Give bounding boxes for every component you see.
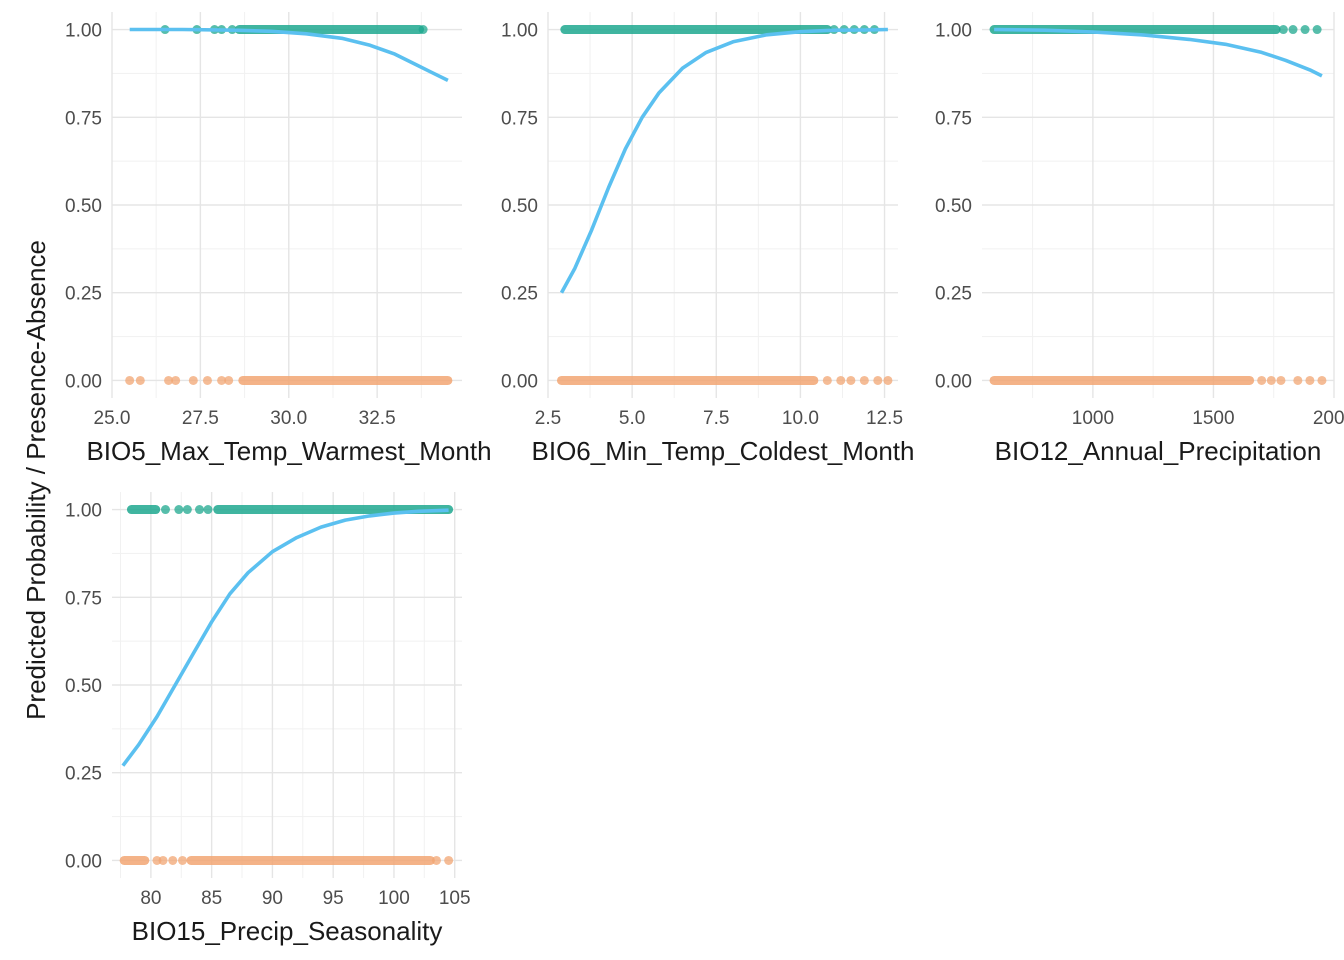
data-point <box>125 375 135 385</box>
y-tick-label: 0.25 <box>65 764 102 785</box>
x-tick-label: 80 <box>140 888 161 909</box>
x-tick-label: 105 <box>439 888 471 909</box>
data-point <box>182 505 192 515</box>
data-point <box>217 375 227 385</box>
y-tick-label: 0.50 <box>935 196 972 217</box>
data-point <box>846 375 856 385</box>
x-tick-label: 32.5 <box>359 408 396 429</box>
data-point <box>444 855 454 865</box>
major-gridlines <box>112 492 462 878</box>
x-tick-label: 90 <box>262 888 283 909</box>
x-tick-label: 27.5 <box>182 408 219 429</box>
x-tick-label: 5.0 <box>619 408 645 429</box>
data-point <box>1300 25 1310 35</box>
fitted-curve <box>994 27 1323 78</box>
x-tick-label: 10.0 <box>782 408 819 429</box>
major-gridlines <box>982 12 1335 398</box>
data-point <box>224 375 234 385</box>
data-point <box>168 855 178 865</box>
presence-points <box>126 505 454 515</box>
x-tick-label: 95 <box>323 888 344 909</box>
y-tick-label: 0.25 <box>65 284 102 305</box>
data-point <box>1317 375 1327 385</box>
data-point <box>859 375 869 385</box>
y-tick-label: 0.00 <box>65 851 102 872</box>
x-tick-label: 100 <box>378 888 410 909</box>
data-point <box>1257 375 1267 385</box>
data-point <box>188 375 198 385</box>
data-point <box>135 375 145 385</box>
y-tick-label: 0.50 <box>65 676 102 697</box>
data-point <box>195 505 204 515</box>
data-point <box>822 375 832 385</box>
data-point <box>836 375 846 385</box>
x-tick-label: 12.5 <box>866 408 903 429</box>
absence-points <box>556 375 893 385</box>
y-tick-label: 0.00 <box>65 371 102 392</box>
y-tick-label: 0.00 <box>501 371 538 392</box>
data-point <box>1312 25 1322 35</box>
y-tick-label: 1.00 <box>935 21 972 42</box>
y-axis-title: Predicted Probability / Presence-Absence <box>21 240 51 720</box>
y-tick-label: 0.50 <box>65 196 102 217</box>
data-point <box>160 505 170 515</box>
data-point <box>883 375 893 385</box>
x-tick-label: 85 <box>201 888 222 909</box>
data-point <box>873 375 883 385</box>
y-tick-label: 1.00 <box>501 21 538 42</box>
data-point <box>164 375 174 385</box>
x-tick-label: 30.0 <box>270 408 307 429</box>
absence-points <box>989 375 1327 385</box>
data-point <box>1266 375 1276 385</box>
x-tick-label: 2.5 <box>535 408 561 429</box>
fitted-curve <box>559 27 888 294</box>
data-point <box>158 855 168 865</box>
panel-4: 0.00 0.25 0.50 0.75 1.00 80 85 90 95 100 105 BIO15_… <box>65 492 471 946</box>
data-point <box>203 505 213 515</box>
data-point <box>177 855 187 865</box>
data-point <box>1276 375 1286 385</box>
data-point <box>174 505 184 515</box>
x-axis-title: BIO6_Min_Temp_Coldest_Month <box>532 436 915 466</box>
x-axis-title: BIO15_Precip_Seasonality <box>132 916 443 946</box>
data-point <box>1305 375 1315 385</box>
y-tick-label: 0.25 <box>935 284 972 305</box>
y-tick-label: 1.00 <box>65 501 102 522</box>
y-tick-label: 0.50 <box>501 196 538 217</box>
x-tick-label: 7.5 <box>703 408 729 429</box>
x-axis-title: BIO12_Annual_Precipitation <box>995 436 1322 466</box>
data-point <box>1278 25 1288 35</box>
major-gridlines <box>111 12 462 398</box>
panel-3: 0.00 0.25 0.50 0.75 1.00 1000 1500 2000 BIO12_An… <box>935 12 1344 466</box>
data-point <box>1288 25 1298 35</box>
x-tick-label: 25.0 <box>94 408 131 429</box>
panel-2: 0.00 0.25 0.50 0.75 1.00 2.5 5.0 7.5 10.0 12.5 BIO… <box>501 12 914 466</box>
y-tick-label: 0.75 <box>65 108 102 129</box>
y-tick-label: 0.00 <box>935 371 972 392</box>
fitted-curve <box>129 27 449 83</box>
y-tick-label: 0.75 <box>935 108 972 129</box>
y-tick-label: 0.75 <box>65 588 102 609</box>
data-point <box>202 375 212 385</box>
x-tick-label: 1500 <box>1192 408 1234 429</box>
absence-points <box>125 375 453 385</box>
data-point <box>431 855 441 865</box>
panel-1: 0.00 0.25 0.50 0.75 1.00 25.0 27.5 30.0 32.5 BIO5… <box>65 12 492 466</box>
x-tick-label: 1000 <box>1072 408 1114 429</box>
data-point <box>1293 375 1303 385</box>
x-tick-label: 2000 <box>1313 408 1344 429</box>
facet-panels: 0.00 0.25 0.50 0.75 1.00 25.0 27.5 30.0 32.5 BIO5… <box>65 12 1344 946</box>
absence-points <box>119 855 454 865</box>
data-point <box>418 25 428 35</box>
data-point <box>171 375 181 385</box>
y-tick-label: 1.00 <box>65 21 102 42</box>
fitted-curve <box>121 508 449 767</box>
y-tick-label: 0.25 <box>501 284 538 305</box>
y-tick-label: 0.75 <box>501 108 538 129</box>
x-axis-title: BIO5_Max_Temp_Warmest_Month <box>86 436 491 466</box>
